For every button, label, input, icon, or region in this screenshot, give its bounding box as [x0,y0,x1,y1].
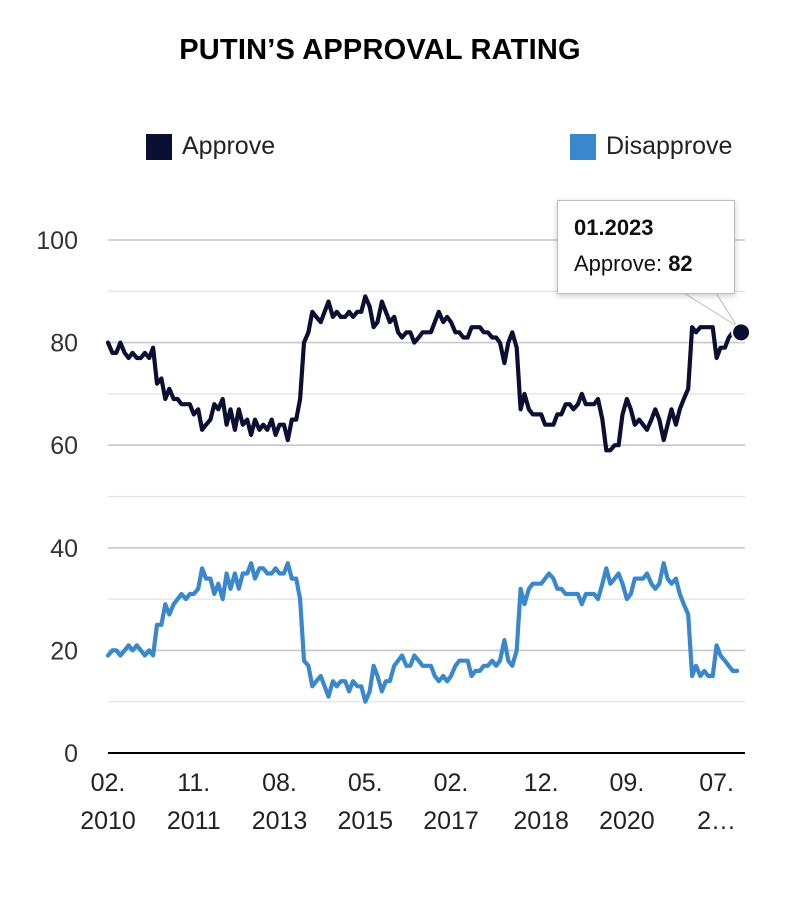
legend-swatch-approve [146,133,172,160]
y-tick-label-80: 80 [50,330,78,358]
y-tick-label-60: 60 [50,432,78,460]
x-tick-label-3-line1: 05. [348,769,383,797]
y-tick-label-100: 100 [36,227,78,255]
x-tick-label-7-line1: 07. [699,769,734,797]
tooltip-date: 01.2023 [574,215,654,240]
x-tick-label-1-line1: 11. [177,769,210,797]
x-tick-label-6-line1: 09. [610,769,645,797]
x-tick-label-5-line1: 12. [524,769,559,797]
x-tick-label-1-line2: 2011 [167,807,221,835]
x-tick-label-4-line1: 02. [434,769,469,797]
x-tick-label-2-line1: 08. [262,769,297,797]
series-line-approve [105,294,744,453]
tooltip-row: Approve: 82 [574,251,734,277]
y-tick-label-20: 20 [50,637,78,665]
legend-swatch-disapprove [570,133,596,160]
highlight-point [731,322,752,343]
tooltip-value: 82 [668,251,693,276]
legend-label-approve: Approve [182,132,276,160]
tooltip: 01.2023 Approve: 82 [557,200,735,294]
y-tick-label-0: 0 [64,740,78,768]
chart-title: PUTIN’S APPROVAL RATING [179,34,581,66]
x-tick-label-7-line2: 2… [697,807,736,835]
x-tick-label-5-line2: 2018 [513,807,569,835]
series-line-disapprove [105,561,740,704]
x-tick-label-3-line2: 2015 [337,807,393,835]
y-tick-label-40: 40 [50,535,78,563]
x-tick-label-4-line2: 2017 [423,807,479,835]
legend-item-approve[interactable]: Approve [146,132,275,161]
legend-label-disapprove: Disapprove [606,132,733,160]
legend-item-disapprove[interactable]: Disapprove [570,132,732,161]
x-tick-label-0-line2: 2010 [80,807,136,835]
tooltip-label: Approve: [574,251,663,276]
x-tick-label-2-line2: 2013 [252,807,308,835]
x-tick-label-0-line1: 02. [91,769,126,797]
x-tick-label-6-line2: 2020 [599,807,655,835]
tooltip-pointer [682,292,738,327]
